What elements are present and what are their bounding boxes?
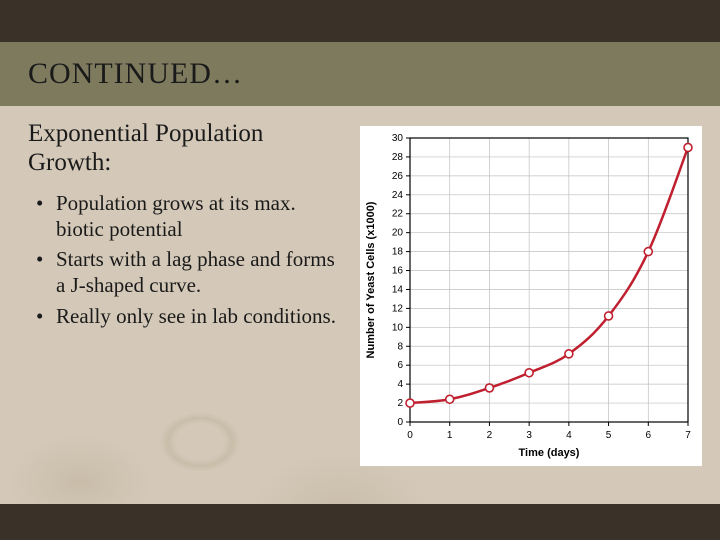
bullet-item: Really only see in lab conditions. bbox=[28, 303, 348, 329]
svg-text:8: 8 bbox=[397, 341, 403, 352]
bullet-list: Population grows at its max. biotic pote… bbox=[28, 190, 348, 329]
svg-text:2: 2 bbox=[397, 398, 403, 409]
svg-text:0: 0 bbox=[397, 417, 403, 428]
svg-text:20: 20 bbox=[392, 228, 404, 239]
svg-text:28: 28 bbox=[392, 152, 404, 163]
svg-text:7: 7 bbox=[685, 430, 691, 441]
subtitle: Exponential Population Growth: bbox=[28, 120, 348, 178]
svg-text:1: 1 bbox=[447, 430, 453, 441]
footer-bar bbox=[0, 504, 720, 540]
svg-text:Number of Yeast Cells (x1000): Number of Yeast Cells (x1000) bbox=[365, 201, 377, 358]
svg-text:26: 26 bbox=[392, 171, 404, 182]
svg-text:10: 10 bbox=[392, 322, 404, 333]
svg-text:16: 16 bbox=[392, 266, 404, 277]
title-bar: CONTINUED… bbox=[0, 42, 720, 106]
content-area: Exponential Population Growth: Populatio… bbox=[28, 120, 348, 333]
slide: CONTINUED… Exponential Population Growth… bbox=[0, 0, 720, 540]
svg-text:6: 6 bbox=[397, 360, 403, 371]
bullet-item: Starts with a lag phase and forms a J-sh… bbox=[28, 246, 348, 299]
svg-text:3: 3 bbox=[526, 430, 532, 441]
svg-text:2: 2 bbox=[487, 430, 493, 441]
slide-title: CONTINUED… bbox=[28, 57, 243, 91]
svg-text:4: 4 bbox=[566, 430, 572, 441]
exponential-growth-chart: 02468101214161820222426283001234567Time … bbox=[360, 126, 702, 466]
svg-text:0: 0 bbox=[407, 430, 413, 441]
svg-text:24: 24 bbox=[392, 190, 404, 201]
chart-container: 02468101214161820222426283001234567Time … bbox=[360, 126, 702, 466]
svg-text:Time (days): Time (days) bbox=[519, 447, 580, 459]
svg-text:30: 30 bbox=[392, 133, 404, 144]
svg-text:22: 22 bbox=[392, 209, 404, 220]
svg-text:12: 12 bbox=[392, 303, 404, 314]
svg-text:18: 18 bbox=[392, 247, 404, 258]
svg-text:14: 14 bbox=[392, 284, 404, 295]
svg-text:5: 5 bbox=[606, 430, 612, 441]
svg-text:6: 6 bbox=[646, 430, 652, 441]
svg-text:4: 4 bbox=[397, 379, 403, 390]
bullet-item: Population grows at its max. biotic pote… bbox=[28, 190, 348, 243]
